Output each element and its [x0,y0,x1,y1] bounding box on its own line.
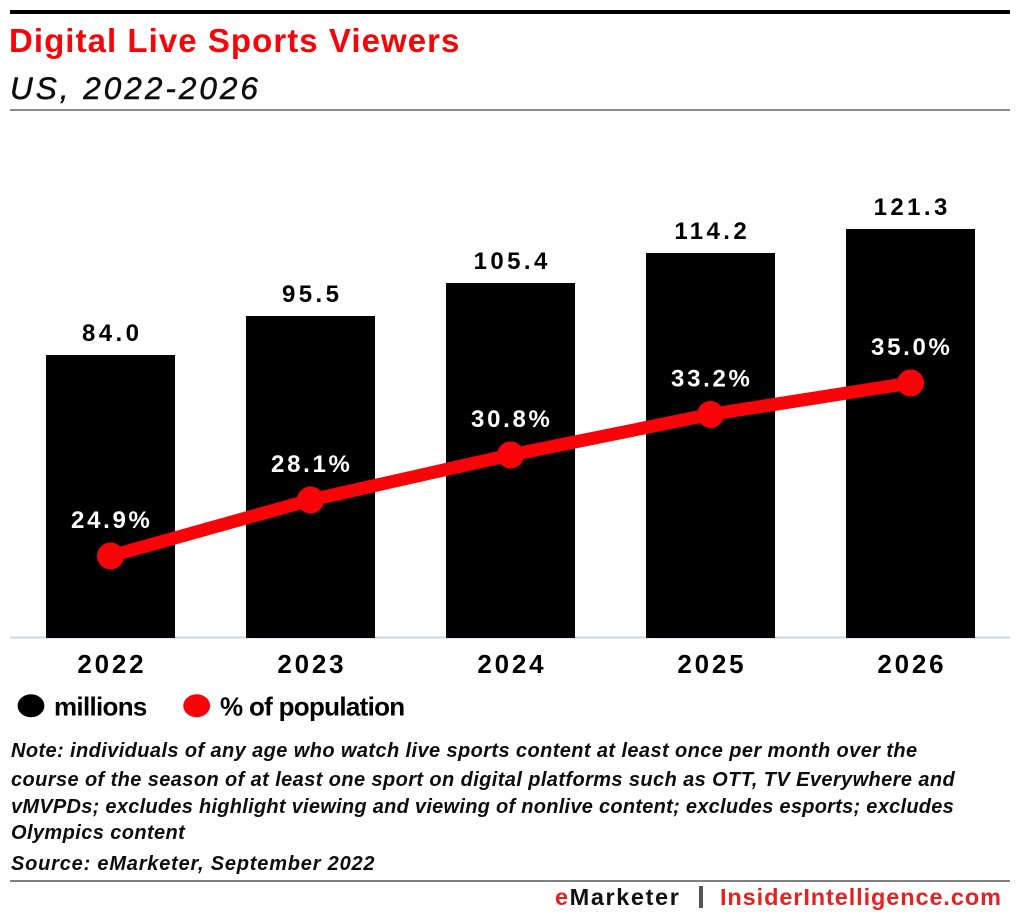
svg-text:35.0%: 35.0% [871,334,953,361]
svg-text:2026: 2026 [877,649,946,679]
svg-text:2025: 2025 [677,649,746,679]
svg-text:2023: 2023 [277,649,346,679]
svg-text:121.3: 121.3 [874,194,951,221]
svg-text:114.2: 114.2 [674,218,750,245]
svg-text:% of population: % of population [220,692,404,722]
svg-text:2024: 2024 [477,649,546,679]
svg-text:95.5: 95.5 [282,281,342,308]
svg-text:28.1%: 28.1% [271,451,353,478]
svg-text:105.4: 105.4 [474,248,551,275]
svg-text:30.8%: 30.8% [471,406,553,433]
svg-text:24.9%: 24.9% [71,507,153,534]
svg-text:2022: 2022 [77,649,146,679]
svg-text:33.2%: 33.2% [671,366,753,393]
svg-text:84.0: 84.0 [82,320,142,347]
svg-text:millions: millions [54,692,147,722]
